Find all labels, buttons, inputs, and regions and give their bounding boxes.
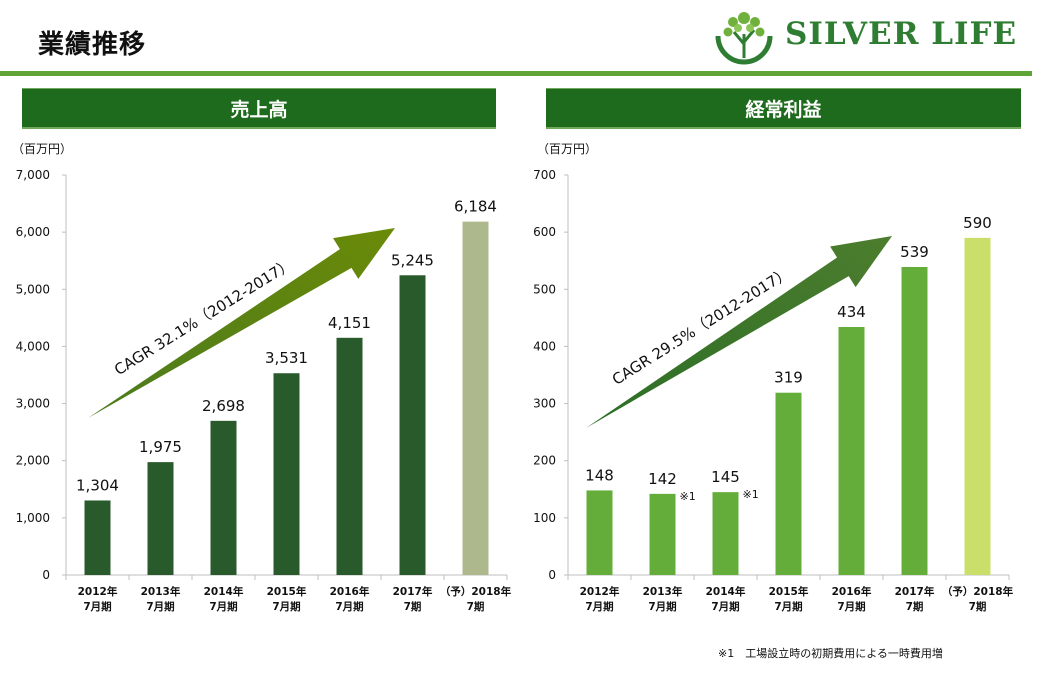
profit-unit-label: （百万円）: [537, 142, 598, 156]
data-label: 2,698: [202, 397, 245, 415]
sales-bar-chart: 0 1,000 2,000 3,000 4,000 5,000 6,000 7,000 1,30…: [16, 168, 512, 613]
y-tick-label: 4,000: [16, 339, 50, 353]
cagr-label: CAGR 29.5%（2012-2017）: [609, 264, 794, 389]
page-title: 業績推移: [38, 30, 147, 60]
data-label: 5,245: [391, 251, 434, 269]
data-label: 590: [963, 214, 992, 232]
x-category-label: 7期: [906, 600, 924, 613]
x-category-label: 7月期: [585, 600, 613, 613]
data-label: 145: [711, 468, 740, 486]
y-tick-label: 6,000: [16, 225, 50, 239]
x-category-label: 7期: [969, 600, 987, 613]
sales-chart-header: 売上高: [22, 88, 496, 129]
bar-note-label: ※1: [680, 490, 696, 503]
y-tick-label: 700: [533, 168, 556, 182]
x-category-label: （予）2018年: [440, 585, 512, 598]
data-label: 142: [648, 470, 677, 488]
bar: [462, 221, 489, 575]
y-tick-label: 100: [533, 511, 556, 525]
y-tick-label: 1,000: [16, 511, 50, 525]
x-category-label: 2016年: [330, 585, 370, 598]
y-tick-label: 600: [533, 225, 556, 239]
x-category-label: 7月期: [837, 600, 865, 613]
growth-arrow: [88, 228, 395, 418]
x-category-label: （予）2018年: [942, 585, 1014, 598]
bar: [84, 500, 111, 575]
bar: [210, 420, 237, 575]
sales-unit-label: （百万円）: [12, 142, 73, 156]
x-category-label: 7月期: [209, 600, 237, 613]
x-category-label: 2017年: [895, 585, 935, 598]
profit-bar-chart: 01002003004005006007001482012年7月期142※120…: [533, 168, 1014, 613]
data-label: 4,151: [328, 314, 371, 332]
x-category-label: 2014年: [706, 585, 746, 598]
bar: [147, 462, 174, 575]
data-label: 1,304: [76, 476, 119, 494]
data-label: 539: [900, 243, 929, 261]
logo-text: SILVER LIFE: [785, 16, 1018, 52]
x-category-label: 7月期: [146, 600, 174, 613]
y-tick-label: 400: [533, 339, 556, 353]
bar-note-label: ※1: [743, 488, 759, 501]
x-category-label: 2013年: [643, 585, 683, 598]
bar: [273, 373, 300, 575]
data-label: 319: [774, 369, 803, 387]
bar: [901, 267, 928, 575]
x-category-label: 2014年: [204, 585, 244, 598]
footnote: ※1 工場設立時の初期費用による一時費用増: [718, 647, 943, 660]
x-category-label: 7期: [467, 600, 485, 613]
x-category-label: 2017年: [393, 585, 433, 598]
growth-arrow: [586, 236, 892, 428]
x-category-label: 2013年: [141, 585, 181, 598]
y-tick-label: 0: [548, 568, 556, 582]
y-tick-label: 5,000: [16, 282, 50, 296]
bar: [775, 392, 802, 575]
x-category-label: 2015年: [267, 585, 307, 598]
bar: [586, 490, 613, 575]
data-label: 6,184: [454, 198, 497, 216]
bar: [649, 493, 676, 575]
y-tick-label: 300: [533, 397, 556, 411]
data-label: 3,531: [265, 349, 308, 367]
x-category-label: 7月期: [711, 600, 739, 613]
y-tick-label: 0: [42, 568, 50, 582]
bar: [712, 492, 739, 575]
bar: [336, 337, 363, 575]
title-rule: [0, 71, 1032, 76]
x-category-label: 7期: [404, 600, 422, 613]
bar: [964, 237, 991, 575]
x-category-label: 7月期: [83, 600, 111, 613]
x-category-label: 2016年: [832, 585, 872, 598]
data-label: 1,975: [139, 438, 182, 456]
tree-logo-icon: [715, 12, 773, 65]
x-category-label: 7月期: [774, 600, 802, 613]
y-tick-label: 200: [533, 454, 556, 468]
y-tick-label: 7,000: [16, 168, 50, 182]
x-category-label: 7月期: [272, 600, 300, 613]
x-category-label: 7月期: [335, 600, 363, 613]
x-category-label: 2012年: [580, 585, 620, 598]
y-tick-label: 500: [533, 282, 556, 296]
y-tick-label: 3,000: [16, 397, 50, 411]
x-category-label: 2012年: [78, 585, 118, 598]
x-category-label: 7月期: [648, 600, 676, 613]
x-category-label: 2015年: [769, 585, 809, 598]
data-label: 434: [837, 303, 866, 321]
company-logo: SILVER LIFE: [708, 6, 1028, 66]
profit-chart-header: 経常利益: [546, 88, 1021, 129]
bar: [399, 275, 426, 575]
y-tick-label: 2,000: [16, 454, 50, 468]
data-label: 148: [585, 466, 614, 484]
bar: [838, 327, 865, 575]
